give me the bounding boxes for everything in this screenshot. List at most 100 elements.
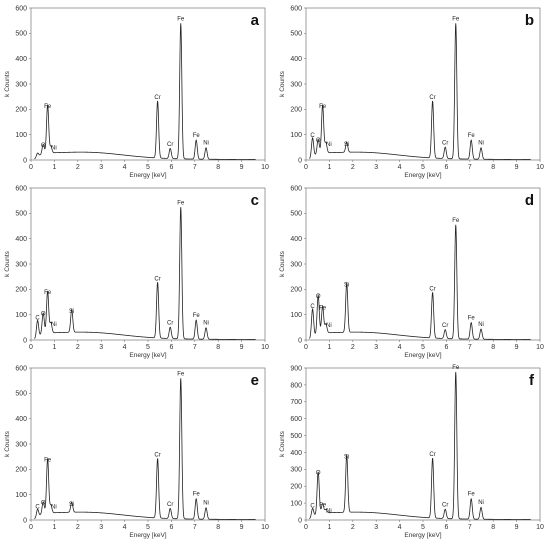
x-tick-label: 8	[491, 524, 495, 531]
x-tick-label: 9	[240, 164, 244, 171]
peak-label: Ni	[51, 146, 57, 152]
x-tick-label: 7	[193, 164, 197, 171]
spectrum-line	[34, 23, 256, 160]
x-tick-label: 0	[304, 164, 308, 171]
x-tick-label: 7	[193, 344, 197, 351]
y-tick-label: 200	[290, 287, 302, 294]
x-tick-label: 2	[76, 164, 80, 171]
plot-frame	[305, 187, 541, 341]
peak-label: Si	[69, 502, 74, 508]
panel-b: 0 100 200 300 400 500 600 0 1 2 3 4 5 6 7 8 9 10 Energy [k…	[275, 0, 550, 180]
peak-label: Cr	[167, 142, 173, 148]
x-tick-label: 8	[491, 164, 495, 171]
spectrum-line	[34, 378, 256, 520]
spectrum-line	[34, 207, 256, 340]
y-axis-label: k Counts	[279, 250, 286, 276]
y-tick-label: 200	[15, 287, 27, 294]
peak-label: C	[310, 304, 315, 310]
peak-label: Fe	[468, 492, 476, 498]
y-tick-label: 600	[290, 416, 302, 423]
peak-label: Cr	[154, 452, 160, 458]
peak-label: Fe	[452, 365, 460, 371]
x-tick-label: 1	[327, 344, 331, 351]
x-tick-label: 7	[468, 164, 472, 171]
y-tick-label: 100	[15, 312, 27, 319]
panel-letter: e	[251, 372, 259, 389]
x-tick-label: 6	[169, 524, 173, 531]
x-tick-label: 4	[398, 344, 402, 351]
peak-label: Cr	[429, 452, 435, 458]
y-tick-label: 500	[15, 31, 27, 38]
y-tick-label: 500	[15, 211, 27, 218]
x-axis-label: Energy [keV]	[129, 172, 166, 179]
x-tick-label: 3	[374, 164, 378, 171]
y-tick-label: 600	[15, 5, 27, 12]
peak-label: Fe	[452, 218, 460, 224]
peak-label: Ni	[51, 504, 57, 510]
x-tick-label: 0	[29, 344, 33, 351]
x-tick-label: 6	[169, 344, 173, 351]
x-tick-label: 2	[76, 524, 80, 531]
peak-label: Fe	[468, 133, 476, 139]
y-axis-label: k Counts	[4, 250, 11, 276]
x-tick-label: 6	[444, 524, 448, 531]
x-tick-label: 1	[327, 524, 331, 531]
x-tick-label: 9	[515, 524, 519, 531]
x-tick-label: 0	[29, 524, 33, 531]
peak-label: Cr	[167, 321, 173, 327]
x-tick-label: 9	[240, 344, 244, 351]
y-tick-label: 800	[290, 382, 302, 389]
panel-c: 0 100 200 300 400 500 600 0 1 2 3 4 5 6 7 8 9 10 Energy [k…	[0, 180, 275, 360]
peak-label: Ni	[326, 509, 332, 515]
y-tick-label: 500	[290, 433, 302, 440]
y-tick-label: 200	[15, 107, 27, 114]
peak-label: Cr	[429, 286, 435, 292]
y-tick-label: 400	[290, 236, 302, 243]
peak-label: O	[41, 501, 46, 507]
peak-label: C	[35, 316, 40, 322]
chart-svg-d: 0 100 200 300 400 500 600 0 1 2 3 4 5 6 7 8 9 10 Energy [k…	[279, 185, 544, 359]
chart-svg-f: 0 100 200 300 400 500 600 700 800 900 0 1 2 3 4 5 6 7 8 9 10…	[279, 365, 544, 539]
peak-label: Fe	[177, 200, 185, 206]
x-tick-label: 8	[216, 164, 220, 171]
chart-svg-c: 0 100 200 300 400 500 600 0 1 2 3 4 5 6 7 8 9 10 Energy [k…	[4, 185, 269, 359]
y-tick-label: 400	[15, 56, 27, 63]
peak-label: Si	[344, 283, 349, 289]
peak-label: Si	[344, 455, 349, 461]
y-tick-label: 300	[290, 81, 302, 88]
peak-label: Cr	[167, 502, 173, 508]
chart-svg-b: 0 100 200 300 400 500 600 0 1 2 3 4 5 6 7 8 9 10 Energy [k…	[279, 5, 544, 179]
x-tick-label: 8	[216, 344, 220, 351]
x-tick-label: 8	[216, 524, 220, 531]
peak-label: Fe	[452, 16, 460, 22]
x-axis-label: Energy [keV]	[129, 532, 166, 539]
peak-label: Fe	[193, 313, 201, 319]
x-tick-label: 4	[123, 344, 127, 351]
panel-a: 0 100 200 300 400 500 600 0 1 2 3 4 5 6 7 8 9 10 Energy [k…	[0, 0, 275, 180]
peak-label: Ni	[203, 141, 209, 147]
peak-label: O	[316, 294, 321, 300]
peak-label: Cr	[442, 503, 448, 509]
x-tick-label: 0	[304, 524, 308, 531]
y-tick-label: 0	[23, 337, 27, 344]
x-tick-label: 4	[123, 164, 127, 171]
x-tick-label: 0	[29, 164, 33, 171]
x-tick-label: 3	[374, 524, 378, 531]
peak-label: Cr	[442, 141, 448, 147]
x-tick-label: 4	[123, 524, 127, 531]
x-tick-label: 2	[351, 164, 355, 171]
y-tick-label: 0	[298, 337, 302, 344]
chart-svg-a: 0 100 200 300 400 500 600 0 1 2 3 4 5 6 7 8 9 10 Energy [k…	[4, 5, 269, 179]
plot-frame	[30, 187, 266, 341]
peak-label: C	[35, 504, 40, 510]
y-tick-label: 100	[15, 132, 27, 139]
y-axis-label: k Counts	[4, 70, 11, 96]
y-tick-label: 500	[15, 391, 27, 398]
peak-label: O	[41, 312, 46, 318]
y-tick-label: 700	[290, 399, 302, 406]
spectrum-line	[309, 371, 531, 520]
x-tick-label: 5	[146, 344, 150, 351]
peak-label: Fe	[44, 458, 52, 464]
y-tick-label: 300	[15, 441, 27, 448]
peak-label: Ni	[326, 323, 332, 329]
